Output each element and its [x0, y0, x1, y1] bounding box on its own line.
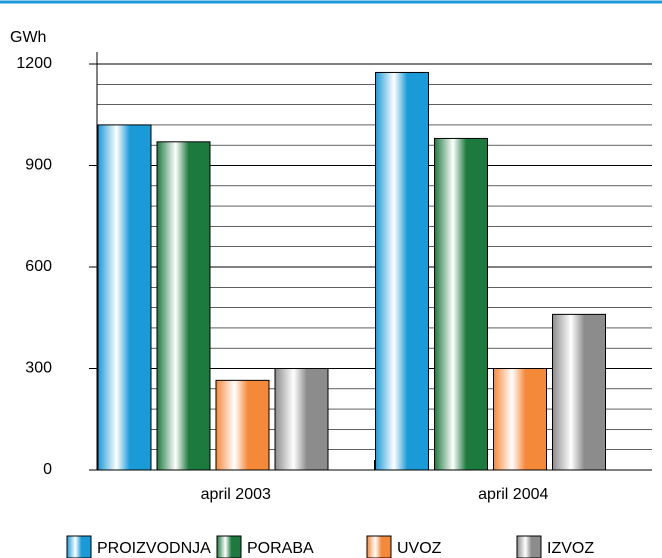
- y-tick-label: 300: [25, 360, 52, 377]
- bar: [274, 368, 329, 471]
- bar: [375, 71, 429, 471]
- y-tick-label: 900: [25, 157, 52, 174]
- legend-swatch: [366, 535, 392, 558]
- y-axis-label: GWh: [10, 29, 46, 46]
- legend-label: UVOZ: [397, 540, 442, 557]
- bar: [215, 379, 270, 471]
- bar: [552, 313, 606, 471]
- legend-label: IZVOZ: [547, 540, 594, 557]
- x-tick-label: april 2003: [201, 486, 271, 503]
- legend-swatch: [516, 535, 542, 558]
- bar: [493, 368, 547, 471]
- legend-swatch: [66, 535, 92, 558]
- legend-label: PROIZVODNJA: [97, 540, 211, 557]
- y-tick-label: 1200: [16, 55, 52, 72]
- bar: [97, 124, 152, 471]
- legend-swatch: [216, 535, 242, 558]
- y-tick-label: 600: [25, 258, 52, 275]
- bar: [156, 141, 211, 471]
- bar: [434, 137, 488, 471]
- y-tick-label: 0: [43, 461, 52, 478]
- x-tick-label: april 2004: [478, 486, 548, 503]
- legend-label: PORABA: [247, 540, 314, 557]
